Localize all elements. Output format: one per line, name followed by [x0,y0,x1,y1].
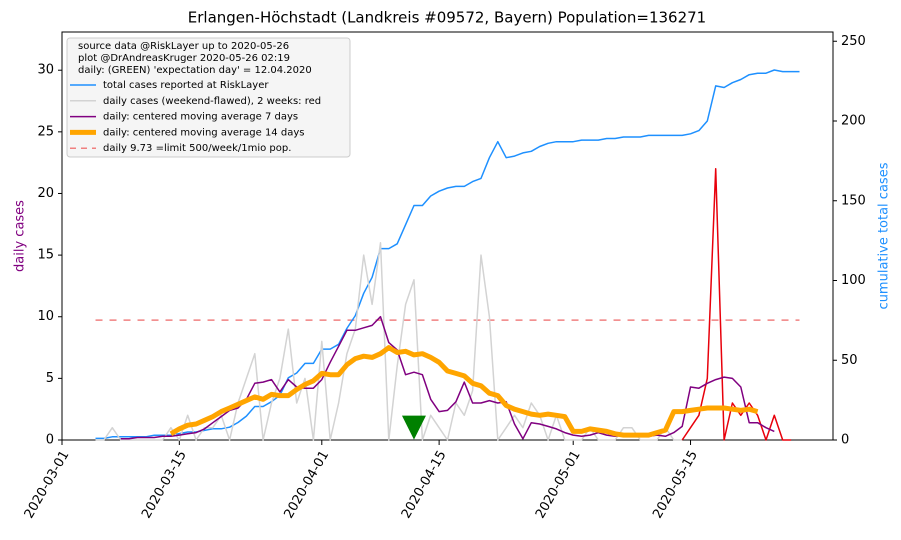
legend-box [66,37,351,158]
y-axis-label: daily cases [13,200,28,272]
y2-tick-label: 0 [841,433,849,448]
series-line [681,168,792,441]
legend-label: daily: centered moving average 14 days [103,127,304,138]
x-tick-label: 2020-04-01 [282,448,333,521]
legend-title: plot @DrAndreasKruger 2020-05-26 02:19 [78,53,290,64]
y2-axis-label: cumulative total cases [877,162,892,309]
legend-label: total cases reported at RiskLayer [103,80,269,91]
legend-label: daily cases (weekend-flawed), 2 weeks: r… [103,96,321,107]
expectation-marker [401,415,426,440]
chart-title: Erlangen-Höchstadt (Landkreis #09572, Ba… [188,9,706,27]
y2-tick-label: 200 [841,114,866,129]
series-line [95,69,800,440]
x-tick-label: 2020-05-15 [650,448,701,521]
y-tick-label: 25 [37,124,54,139]
legend: source data @RiskLayer up to 2020-05-26p… [66,37,351,158]
y-tick-label: 5 [46,371,54,386]
y2-tick-label: 50 [841,353,858,368]
y-tick-label: 30 [37,63,54,78]
y-tick-label: 15 [37,248,54,263]
y-tick-label: 10 [37,309,54,324]
y-tick-label: 20 [37,186,54,201]
x-tick-label: 2020-03-15 [139,448,190,521]
legend-title: daily: (GREEN) 'expectation day' = 12.04… [78,65,312,76]
x-tick-label: 2020-04-15 [399,448,450,521]
legend-title: source data @RiskLayer up to 2020-05-26 [78,41,289,52]
legend-label: daily 9.73 =limit 500/week/1mio pop. [103,143,291,154]
y2-tick-label: 100 [841,273,866,288]
series-line [169,345,759,438]
series-line [120,315,775,440]
x-tick-label: 2020-03-01 [22,448,73,521]
y2-tick-label: 150 [841,193,866,208]
y-tick-label: 0 [46,433,54,448]
y2-tick-label: 250 [841,34,866,49]
legend-label: daily: centered moving average 7 days [103,112,298,123]
x-tick-label: 2020-05-01 [533,448,584,521]
